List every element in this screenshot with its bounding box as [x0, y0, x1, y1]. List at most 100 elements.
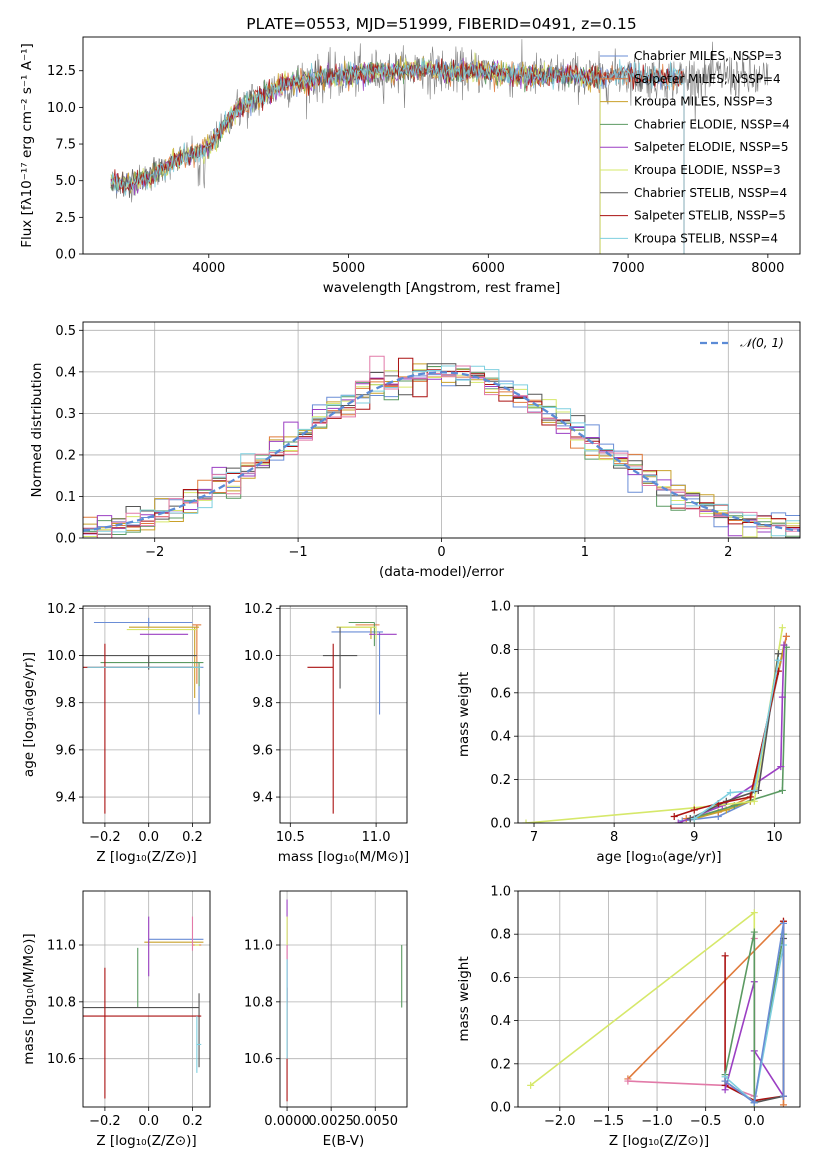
x-tick-label: 0.0: [138, 1114, 159, 1129]
series-point: [778, 693, 786, 701]
y-tick-label: 11.0: [244, 939, 273, 954]
x-tick-label: 11.0: [362, 830, 391, 845]
errorbar-point: [338, 626, 377, 640]
x-axis-label: Z [log₁₀(Z/Z⊙)]: [609, 1133, 709, 1149]
legend-label: Salpeter ELODIE, NSSP=5: [634, 140, 789, 154]
legend-label: Kroupa STELIB, NSSP=4: [634, 231, 778, 245]
errorbar-point: [83, 993, 200, 1068]
series-point: [746, 793, 754, 801]
histogram-model-9: [83, 355, 800, 538]
x-tick-label: 0.0000: [264, 1114, 310, 1129]
errorbar-point: [307, 643, 334, 814]
y-tick-label: 0.2: [490, 773, 511, 788]
y-tick-label: 9.4: [252, 791, 273, 806]
x-axis-label: wavelength [Angstrom, rest frame]: [323, 280, 561, 296]
x-axis-label: E(B-V): [323, 1133, 365, 1149]
x-tick-label: 0: [437, 545, 445, 560]
x-tick-label: 0.2: [182, 1114, 203, 1129]
histogram-model-6: [83, 363, 800, 538]
series-line: [525, 627, 784, 823]
y-tick-label: 9.6: [252, 743, 273, 758]
series-point: [522, 819, 530, 823]
x-tick-label: 10.5: [276, 830, 305, 845]
axes-frame: [82, 890, 211, 1108]
y-tick-label: 10.6: [244, 1052, 273, 1067]
x-tick-label: 0.0: [138, 830, 159, 845]
series-point: [527, 1081, 535, 1089]
series-line: [724, 923, 785, 1105]
errorbar-point: [83, 643, 193, 814]
errorbar-point: [196, 1016, 202, 1073]
series-point: [774, 650, 782, 658]
plot-area: [110, 39, 769, 254]
plot-area: [83, 355, 800, 538]
y-tick-label: 0.2: [490, 1057, 511, 1072]
x-axis-label: age [log₁₀(age/yr)]: [596, 849, 721, 865]
series-gaussian-reference: [83, 371, 800, 532]
y-tick-label: 11.0: [47, 939, 76, 954]
y-axis-label: mass weight: [456, 956, 472, 1041]
series-point: [690, 815, 698, 823]
histogram-model-8: [83, 365, 800, 537]
y-tick-label: 0.1: [55, 490, 76, 505]
y-tick-label: 5.0: [55, 174, 76, 189]
y-tick-label: 10.2: [244, 602, 273, 617]
y-tick-label: 1.0: [490, 600, 511, 615]
x-tick-label: 0.2: [182, 830, 203, 845]
panel-age-vs-Z: −0.2 0.0 0.2 9.4 9.6 9.8 10.0 10.2 Z [log₁₀(Z/Z⊙…: [21, 602, 211, 865]
panel-age-vs-mass: 10.5 11.0 9.4 9.6 9.8 10.0 10.2 mass [log₁₀(M/M…: [244, 602, 409, 865]
x-tick-label: 9: [690, 830, 698, 845]
x-tick-label: −2: [145, 545, 164, 560]
legend-label: Salpeter STELIB, NSSP=5: [634, 209, 786, 223]
y-axis-label: Normed distribution: [29, 363, 45, 498]
y-tick-label: 0.0: [55, 532, 76, 547]
series-line: [693, 660, 780, 820]
x-tick-label: −1: [289, 545, 308, 560]
legend-label: Kroupa ELODIE, NSSP=3: [634, 163, 781, 177]
x-tick-label: −2.0: [544, 1114, 576, 1129]
x-tick-label: 5000: [332, 261, 365, 276]
axes-frame: [82, 605, 211, 824]
series-point: [750, 1099, 758, 1107]
y-tick-label: 9.4: [55, 791, 76, 806]
legend-label: Chabrier STELIB, NSSP=4: [634, 186, 787, 200]
series-point: [750, 786, 758, 794]
y-tick-label: 10.0: [244, 649, 273, 664]
panel-mass-vs-Z: −0.2 0.0 0.2 10.6 10.8 11.0 Z [log₁₀(Z/Z⊙)] mas…: [21, 890, 211, 1149]
errorbar-point: [93, 617, 193, 628]
x-tick-label: 0.0025: [308, 1114, 354, 1129]
panel-residuals: −2 −1 0 1 2 0.0 0.1 0.2 0.3 0.4 0.5 (data-model)/er…: [29, 321, 801, 580]
errorbar-point: [336, 626, 375, 640]
series-point: [779, 919, 787, 927]
series-line: [530, 910, 756, 1107]
y-axis-label: age [log₁₀(age/yr)]: [21, 652, 37, 777]
chart-title: PLATE=0553, MJD=51999, FIBERID=0491, z=0…: [246, 15, 636, 33]
x-tick-label: 2: [724, 545, 732, 560]
x-tick-label: −0.2: [89, 830, 121, 845]
series-point: [780, 641, 788, 649]
y-tick-label: 0.0: [490, 817, 511, 832]
series-line: [682, 636, 788, 822]
y-tick-label: 0.4: [490, 1014, 511, 1029]
x-axis-label: Z [log₁₀(Z/Z⊙)]: [96, 1133, 196, 1149]
x-tick-label: 8: [610, 830, 618, 845]
panel-massweight-vs-Z: −2.0 −1.5 −1.0 −0.5 0.0 0.0 0.2 0.4 0.6 0.8 1.0 Z […: [456, 885, 801, 1149]
panel-spectrum: 4000 5000 6000 7000 8000 0.0 2.5 5.0 7.5 10.0 12.5…: [19, 15, 801, 296]
y-tick-label: 12.5: [47, 64, 76, 79]
series-point: [750, 909, 758, 917]
series-point: [750, 928, 758, 936]
series-point: [721, 1077, 729, 1085]
series-point: [750, 797, 758, 805]
y-tick-label: 1.0: [490, 885, 511, 900]
plot-area: [83, 617, 204, 814]
errorbar-point: [83, 967, 202, 1099]
y-tick-label: 0.8: [490, 643, 511, 658]
series-point: [624, 1077, 632, 1085]
ticks-group: 10.5 11.0 9.4 9.6 9.8 10.0 10.2: [244, 602, 407, 845]
y-axis-label: mass [log₁₀(M/M⊙)]: [21, 933, 37, 1064]
axes-frame: [279, 890, 408, 1108]
x-tick-label: −1.0: [641, 1114, 673, 1129]
x-axis-label: mass [log₁₀(M/M⊙)]: [278, 849, 409, 865]
